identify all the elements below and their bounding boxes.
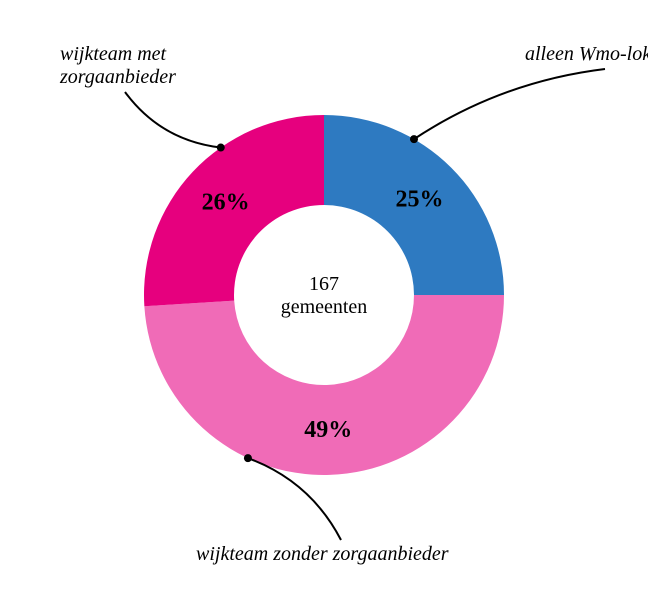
callout-dot-alleen-wmo-loket — [410, 135, 418, 143]
slice-label-wijkteam-met-zorgaanbieder: wijkteam metzorgaanbieder — [59, 43, 176, 88]
center-label: 167gemeenten — [281, 273, 368, 318]
slice-label-alleen-wmo-loket: alleen Wmo-loket — [525, 43, 648, 65]
callout-dot-wijkteam-met-zorgaanbieder — [217, 144, 225, 152]
donut-chart-container: 25% 49% 26% alleen Wmo-loket wijkteam zonder… — [0, 0, 648, 592]
donut-chart-svg: 25% 49% 26% alleen Wmo-loket wijkteam zonder… — [0, 0, 648, 592]
slice-value-wijkteam-zonder-zorgaanbieder: 49% — [304, 417, 352, 443]
slice-label-wijkteam-zonder-zorgaanbieder: wijkteam zonder zorgaanbieder — [196, 543, 449, 565]
callout-dot-wijkteam-zonder-zorgaanbieder — [244, 454, 252, 462]
callout-line-alleen-wmo-loket — [414, 69, 605, 139]
slice-value-alleen-wmo-loket: 25% — [395, 187, 443, 213]
callout-line-wijkteam-met-zorgaanbieder — [125, 92, 221, 148]
slice-wijkteam-zonder-zorgaanbieder — [144, 295, 504, 475]
slice-value-wijkteam-met-zorgaanbieder: 26% — [202, 190, 250, 216]
